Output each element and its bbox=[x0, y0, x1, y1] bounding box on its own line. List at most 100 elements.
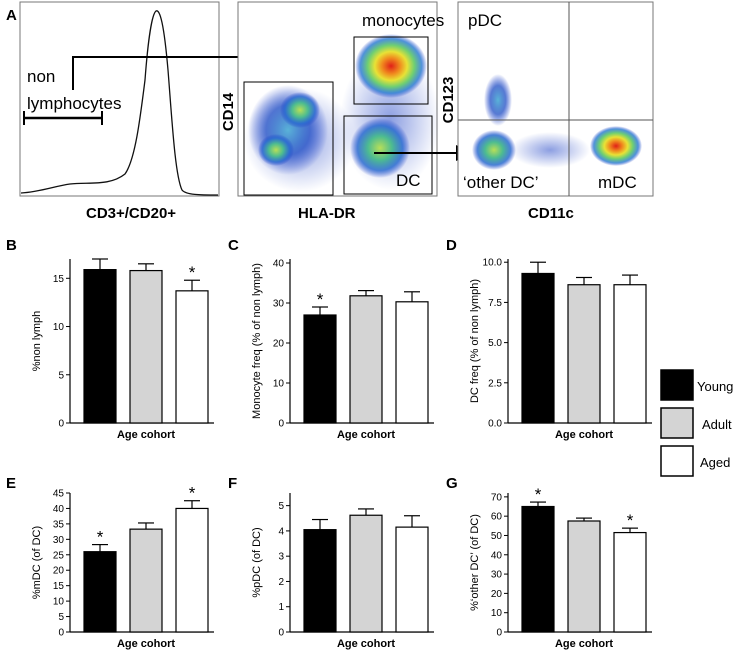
bar-young bbox=[83, 269, 117, 424]
y-tick-label: 0 bbox=[58, 419, 64, 430]
y-tick-label: 40 bbox=[491, 550, 503, 561]
legend-label-aged: Aged bbox=[700, 455, 730, 470]
bar-young bbox=[303, 314, 337, 424]
y-tick-label: 5 bbox=[278, 501, 284, 512]
panel-label-g: G bbox=[446, 475, 458, 492]
y-tick-label: 2.5 bbox=[488, 378, 502, 389]
panel-label-e: E bbox=[6, 475, 16, 492]
bar-young bbox=[83, 551, 117, 633]
bar-young bbox=[303, 529, 337, 633]
bar-chart-pdc: 0 1 2 3 4 5 Age cohort %pDC (of DC) bbox=[251, 493, 434, 650]
y-axis-label: %‘other DC’ (of DC) bbox=[469, 514, 481, 611]
significance-star-young: * bbox=[535, 485, 542, 504]
quadrant-label-mdc: mDC bbox=[598, 173, 637, 192]
quadrant-label-other-dc: ‘other DC’ bbox=[463, 173, 539, 192]
y-tick-label: 30 bbox=[273, 299, 285, 310]
y-tick-label: 20 bbox=[491, 589, 503, 600]
legend-label-young: Young bbox=[697, 379, 733, 394]
bar-adult bbox=[129, 528, 163, 633]
y-axis-label: DC freq (% of non lymph) bbox=[469, 279, 481, 403]
density-cluster-mdc bbox=[590, 126, 642, 166]
y-tick-label: 5 bbox=[58, 370, 64, 381]
legend-swatch-adult bbox=[660, 407, 694, 439]
y-tick-label: 40 bbox=[273, 259, 285, 270]
y-tick-label: 15 bbox=[53, 274, 65, 285]
x-axis-label: Age cohort bbox=[117, 429, 175, 441]
y-axis-label: %non lymph bbox=[31, 311, 43, 372]
y-tick-label: 20 bbox=[273, 339, 285, 350]
panel-label-c: C bbox=[228, 237, 239, 254]
y-tick-label: 7.5 bbox=[488, 298, 502, 309]
y-tick-label: 1 bbox=[278, 602, 284, 613]
y-tick-label: 10.0 bbox=[483, 258, 503, 269]
dc-dotplot-xlabel: CD11c bbox=[528, 205, 574, 222]
density-core-lymph bbox=[258, 134, 294, 166]
bar-aged bbox=[613, 531, 647, 633]
legend-swatch-aged bbox=[660, 445, 694, 477]
bar-adult bbox=[567, 284, 601, 424]
y-tick-label: 2 bbox=[278, 577, 284, 588]
bar-aged bbox=[395, 301, 429, 424]
dc-dotplot-ylabel: CD123 bbox=[440, 77, 457, 124]
monocyte-dotplot-ylabel: CD14 bbox=[220, 92, 237, 131]
bar-young bbox=[521, 272, 555, 424]
y-tick-label: 5.0 bbox=[488, 338, 502, 349]
x-axis-label: Age cohort bbox=[337, 429, 395, 441]
bar-chart-other-dc: 0 10 20 30 40 50 60 70 * * Age cohort %‘other DC’ (… bbox=[469, 485, 652, 650]
y-tick-label: 30 bbox=[53, 535, 65, 546]
y-tick-label: 0 bbox=[278, 628, 284, 639]
gate-monocytes bbox=[353, 36, 429, 105]
x-axis-label: Age cohort bbox=[555, 429, 613, 441]
y-tick-label: 0 bbox=[496, 628, 502, 639]
panel-label-b: B bbox=[6, 237, 17, 254]
bar-adult bbox=[349, 514, 383, 633]
density-haze-bridge bbox=[510, 132, 590, 168]
y-tick-label: 25 bbox=[53, 550, 65, 561]
density-core-lymph-2 bbox=[280, 92, 320, 128]
legend-label-adult: Adult bbox=[702, 417, 732, 432]
gate-label-dc: DC bbox=[396, 171, 421, 190]
y-tick-label: 60 bbox=[491, 512, 503, 523]
monocyte-dotplot-panel: monocytes DC HLA-DR CD14 bbox=[220, 1, 472, 222]
monocyte-dotplot-xlabel: HLA-DR bbox=[298, 205, 356, 222]
gate-label-non: non bbox=[27, 67, 55, 86]
y-tick-label: 50 bbox=[491, 531, 503, 542]
y-axis-label: %mDC (of DC) bbox=[31, 526, 43, 599]
y-tick-label: 0 bbox=[278, 419, 284, 430]
gate-dc bbox=[343, 115, 433, 195]
y-tick-label: 35 bbox=[53, 519, 65, 530]
histogram-frame bbox=[19, 1, 220, 197]
significance-star-aged: * bbox=[189, 263, 196, 282]
histogram-curve bbox=[20, 10, 219, 196]
bar-chart-dc-freq: 0.0 2.5 5.0 7.5 10.0 Age cohort DC freq (% of … bbox=[469, 258, 652, 441]
y-tick-label: 10 bbox=[491, 608, 503, 619]
bar-aged bbox=[175, 507, 209, 633]
y-tick-label: 30 bbox=[491, 570, 503, 581]
gate-label-monocytes: monocytes bbox=[362, 11, 444, 30]
histogram-xlabel: CD3+/CD20+ bbox=[86, 205, 176, 222]
significance-star-aged: * bbox=[627, 511, 634, 530]
y-tick-label: 3 bbox=[278, 552, 284, 563]
gate-label-lymphocytes: lymphocytes bbox=[27, 94, 121, 113]
y-axis-label: Monocyte freq (% of non lymph) bbox=[251, 263, 263, 419]
y-tick-label: 10 bbox=[53, 322, 65, 333]
density-cluster-dc bbox=[350, 118, 410, 178]
x-axis-label: Age cohort bbox=[117, 638, 175, 650]
significance-star-young: * bbox=[97, 528, 104, 547]
y-tick-label: 4 bbox=[278, 526, 284, 537]
y-tick-label: 40 bbox=[53, 504, 65, 515]
quadrant-label-pdc: pDC bbox=[468, 11, 502, 30]
bar-aged bbox=[395, 526, 429, 633]
density-cluster-other-dc bbox=[472, 130, 516, 170]
gate-lymphocytes bbox=[243, 81, 334, 196]
bar-aged bbox=[613, 284, 647, 424]
bar-chart-mdc: 0 5 10 15 20 25 30 35 40 45 * * Age cohort %mDC (of D… bbox=[31, 484, 214, 650]
significance-star-young: * bbox=[317, 290, 324, 309]
bar-chart-nonlymph: 0 5 10 15 * Age cohort %non lymph bbox=[31, 258, 214, 441]
y-tick-label: 0 bbox=[58, 628, 64, 639]
significance-star-aged: * bbox=[189, 484, 196, 503]
y-tick-label: 15 bbox=[53, 581, 65, 592]
y-tick-label: 45 bbox=[53, 489, 65, 500]
bar-adult bbox=[567, 520, 601, 633]
